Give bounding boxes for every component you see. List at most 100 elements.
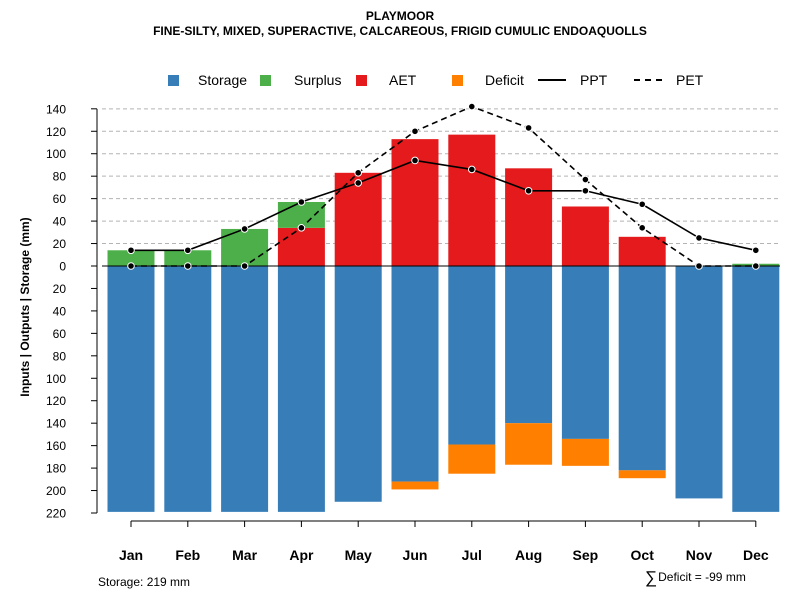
y-tick-label: 100 — [46, 147, 66, 161]
point-ppt-nov — [695, 234, 703, 242]
y-tick-label: 80 — [53, 170, 67, 184]
bar-deficit-oct — [618, 470, 666, 479]
y-tick-label: 220 — [46, 507, 66, 521]
y-tick-label: 40 — [53, 215, 67, 229]
sigma-symbol: ∑ — [645, 568, 658, 587]
y-tick-label: 80 — [53, 349, 67, 363]
x-tick-label-jul: Jul — [462, 547, 482, 563]
point-pet-jun — [411, 127, 419, 136]
bar-storage-oct — [618, 266, 666, 471]
point-ppt-jul — [468, 165, 476, 174]
legend-line-ppt — [538, 79, 566, 81]
y-tick-label: 60 — [53, 327, 67, 341]
storage-summary: Storage: 219 mm — [98, 575, 191, 589]
legend-swatch-deficit — [452, 74, 463, 86]
y-tick-label: 140 — [46, 417, 66, 431]
point-ppt-feb — [184, 246, 192, 255]
point-ppt-may — [354, 179, 363, 187]
bar-storage-jan — [107, 266, 155, 512]
legend-swatch-storage — [168, 74, 179, 86]
y-tick-label: 200 — [46, 484, 66, 498]
legend-label-deficit: Deficit — [485, 72, 524, 88]
chart-subtitle: FINE-SILTY, MIXED, SUPERACTIVE, CALCAREO… — [153, 24, 647, 38]
bar-aet-may — [334, 172, 382, 266]
y-tick-label: 140 — [46, 102, 66, 116]
y-tick-label: 160 — [46, 439, 66, 453]
y-tick-label: 20 — [53, 282, 67, 296]
x-tick-label-may: May — [345, 547, 372, 563]
x-tick-label-dec: Dec — [743, 547, 769, 563]
legend-label-ppt: PPT — [580, 72, 608, 88]
point-pet-aug — [524, 124, 533, 132]
x-tick-label-jan: Jan — [119, 547, 143, 563]
y-tick-label: 100 — [46, 372, 66, 386]
bar-aet-aug — [505, 168, 553, 266]
y-tick-label: 180 — [46, 462, 66, 476]
point-pet-sep — [581, 175, 590, 184]
legend-swatch-surplus — [260, 74, 271, 86]
axes: 1401201008060402002040608010012014016018… — [46, 102, 769, 563]
y-tick-label: 120 — [46, 125, 66, 139]
bar-aet-oct — [618, 236, 666, 266]
legend-item-aet — [356, 70, 367, 90]
line-pet — [131, 105, 756, 267]
bar-storage-sep — [561, 266, 609, 439]
point-ppt-mar — [240, 225, 249, 233]
bar-storage-jun — [391, 266, 439, 482]
legend-label-surplus: Surplus — [294, 72, 342, 88]
point-pet-feb — [184, 262, 192, 270]
point-pet-jan — [127, 262, 135, 270]
legend-line-pet — [634, 79, 662, 81]
legend-label-storage: Storage — [198, 72, 248, 88]
x-tick-label-mar: Mar — [232, 547, 257, 563]
point-pet-may — [354, 169, 363, 177]
bar-aet-sep — [561, 206, 609, 266]
point-ppt-jun — [411, 156, 419, 165]
bar-storage-may — [334, 266, 382, 502]
chart-title: PLAYMOOR — [365, 9, 435, 23]
deficit-summary: ∑Deficit = -99 mm — [645, 568, 746, 588]
y-tick-label: 120 — [46, 394, 66, 408]
point-pet-dec — [752, 262, 760, 270]
legend-item-deficit — [452, 70, 463, 90]
point-ppt-sep — [581, 186, 590, 195]
point-ppt-apr — [297, 198, 306, 206]
legend-item-storage — [168, 70, 179, 90]
bar-deficit-jul — [448, 444, 496, 474]
bar-storage-dec — [732, 266, 780, 512]
lines — [102, 102, 780, 270]
point-pet-apr — [297, 224, 306, 232]
bar-storage-feb — [164, 266, 212, 512]
legend-item-ppt — [538, 70, 566, 90]
legend-label-pet: PET — [676, 72, 704, 88]
point-pet-nov — [695, 262, 703, 270]
bar-storage-apr — [277, 266, 325, 512]
bar-aet-apr — [277, 227, 325, 266]
x-tick-label-sep: Sep — [573, 547, 599, 563]
point-ppt-aug — [524, 186, 533, 195]
y-tick-label: 20 — [53, 237, 67, 251]
bar-deficit-sep — [561, 438, 609, 466]
x-tick-label-oct: Oct — [631, 547, 655, 563]
point-pet-mar — [240, 262, 249, 270]
line-ppt — [131, 159, 756, 252]
bar-storage-nov — [675, 266, 723, 499]
bar-surplus-apr — [277, 202, 325, 228]
y-axis-label: Inputs | Outputs | Storage (mm) — [18, 217, 32, 397]
gridlines — [102, 108, 780, 245]
point-ppt-oct — [638, 200, 647, 209]
y-tick-label: 40 — [53, 304, 67, 318]
y-tick-label: 0 — [59, 260, 66, 274]
bar-deficit-jun — [391, 481, 439, 490]
deficit-summary-text: Deficit = -99 mm — [658, 570, 746, 584]
point-ppt-jan — [127, 246, 135, 255]
legend-label-aet: AET — [389, 72, 417, 88]
y-tick-label: 60 — [53, 192, 67, 206]
bar-storage-aug — [505, 266, 553, 424]
legend-item-surplus — [260, 70, 271, 90]
bars — [107, 134, 780, 512]
bar-aet-jul — [448, 134, 496, 266]
point-pet-jul — [468, 102, 476, 111]
point-ppt-dec — [752, 246, 760, 255]
